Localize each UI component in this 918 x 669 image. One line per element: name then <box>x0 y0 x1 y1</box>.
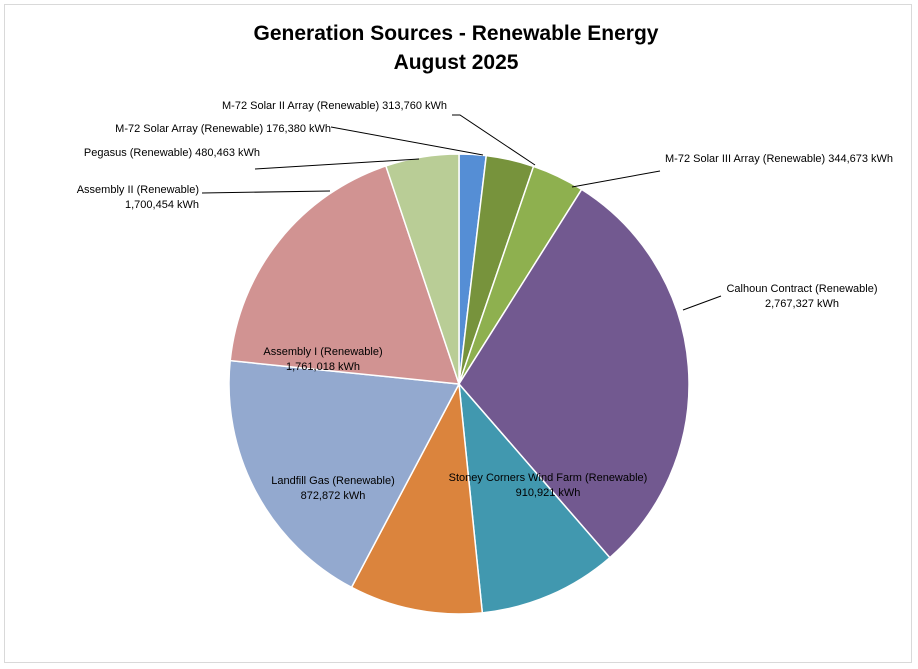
pie-slice <box>228 359 461 589</box>
slice-label: Stoney Corners Wind Farm (Renewable) 910,… <box>449 472 648 499</box>
leader-line <box>571 170 661 188</box>
slice-label: Calhoun Contract (Renewable) 2,767,327 kW… <box>726 283 877 310</box>
pie-chart: Generation Sources - Renewable Energy Au… <box>77 22 893 615</box>
leader-line <box>452 114 536 166</box>
slice-label: Assembly I (Renewable) 1,761,018 kWh <box>263 346 382 373</box>
pie-slice <box>350 381 484 615</box>
leader-line <box>330 126 484 156</box>
slice-label: Pegasus (Renewable) 480,463 kWh <box>84 147 260 159</box>
chart-subtitle: August 2025 <box>394 51 519 74</box>
leader-line <box>254 158 420 170</box>
slice-label: M-72 Solar II Array (Renewable) 313,760 … <box>222 100 447 112</box>
pie-slice <box>384 153 460 385</box>
slice-label: Landfill Gas (Renewable) 872,872 kWh <box>271 475 395 502</box>
slice-label: Assembly II (Renewable) 1,700,454 kWh <box>77 184 199 211</box>
pie-slices <box>228 153 690 615</box>
leader-lines <box>201 114 722 311</box>
pie-slice <box>458 381 611 614</box>
pie-slice <box>458 188 690 559</box>
chart-title: Generation Sources - Renewable Energy <box>254 22 659 45</box>
leader-line <box>201 190 331 194</box>
chart-frame: Generation Sources - Renewable Energy Au… <box>4 4 912 663</box>
data-labels: M-72 Solar Array (Renewable) 176,380 kWh… <box>77 100 893 502</box>
slice-label: M-72 Solar III Array (Renewable) 344,673… <box>665 153 893 165</box>
leader-line <box>682 295 722 311</box>
slice-label: M-72 Solar Array (Renewable) 176,380 kWh <box>115 123 331 135</box>
pie-slice <box>229 164 461 385</box>
